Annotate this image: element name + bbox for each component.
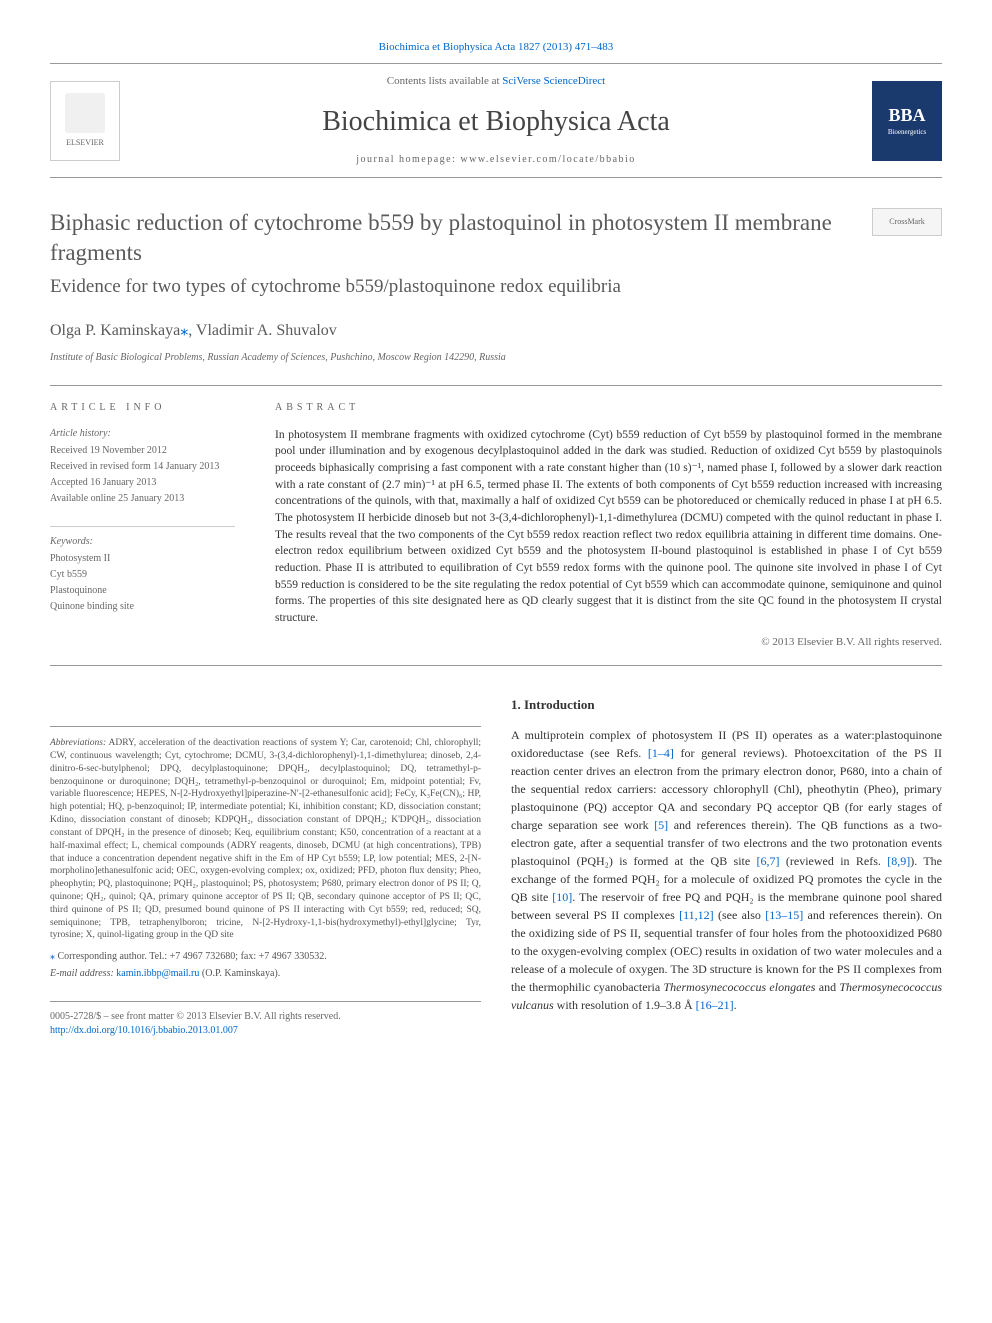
contents-line: Contents lists available at SciVerse Sci… [120,74,872,89]
revised-date: Received in revised form 14 January 2013 [50,460,235,474]
intro-paragraph-1: A multiprotein complex of photosystem II… [511,726,942,1014]
article-info-panel: ARTICLE INFO Article history: Received 1… [50,386,250,665]
homepage-line: journal homepage: www.elsevier.com/locat… [120,153,872,167]
keyword: Photosystem II [50,552,235,566]
ref-link[interactable]: [6,7] [757,854,780,868]
corresponding-author-note: ⁎ Corresponding author. Tel.: +7 4967 73… [50,950,481,964]
abstract-text: In photosystem II membrane fragments wit… [275,427,942,627]
ref-link[interactable]: [8,9] [887,854,910,868]
accepted-date: Accepted 16 January 2013 [50,476,235,490]
bba-logo: BBA Bioenergetics [872,81,942,161]
keyword: Cyt b559 [50,568,235,582]
crossmark-badge[interactable]: CrossMark [872,208,942,236]
received-date: Received 19 November 2012 [50,444,235,458]
intro-heading: 1. Introduction [511,696,942,714]
article-subtitle: Evidence for two types of cytochrome b55… [50,274,942,301]
keyword: Plastoquinone [50,584,235,598]
journal-header: ELSEVIER Contents lists available at Sci… [50,63,942,178]
ref-link[interactable]: [5] [654,818,668,832]
article-info-heading: ARTICLE INFO [50,401,235,415]
ref-link[interactable]: [13–15] [765,908,803,922]
corresponding-email-line: E-mail address: kamin.ibbp@mail.ru (O.P.… [50,967,481,981]
authors-line: Olga P. Kaminskaya⁎, Vladimir A. Shuvalo… [50,320,942,342]
keywords-label: Keywords: [50,526,235,549]
ref-link[interactable]: [16–21] [696,998,734,1012]
abstract-panel: ABSTRACT In photosystem II membrane frag… [250,386,942,665]
abstract-heading: ABSTRACT [275,401,942,415]
abbreviations-label: Abbreviations: [50,738,106,748]
email-link[interactable]: kamin.ibbp@mail.ru [116,968,199,979]
affiliation: Institute of Basic Biological Problems, … [50,351,942,365]
elsevier-label: ELSEVIER [66,137,104,148]
footer-copyright: 0005-2728/$ – see front matter © 2013 El… [50,1001,481,1038]
top-citation: Biochimica et Biophysica Acta 1827 (2013… [50,40,942,55]
sciverse-link[interactable]: SciVerse ScienceDirect [502,75,605,87]
corresponding-marker: ⁎ [180,322,188,339]
elsevier-logo: ELSEVIER [50,81,120,161]
ref-link[interactable]: [11,12] [679,908,714,922]
ref-link[interactable]: [10] [552,890,572,904]
right-column: 1. Introduction A multiprotein complex o… [511,696,942,1038]
keyword: Quinone binding site [50,600,235,614]
ref-link[interactable]: [1–4] [648,746,674,760]
online-date: Available online 25 January 2013 [50,492,235,506]
article-title: Biphasic reduction of cytochrome b559 by… [50,208,872,268]
journal-name: Biochimica et Biophysica Acta [120,102,872,141]
history-label: Article history: [50,427,235,441]
doi-link[interactable]: http://dx.doi.org/10.1016/j.bbabio.2013.… [50,1025,238,1036]
abstract-copyright: © 2013 Elsevier B.V. All rights reserved… [275,635,942,650]
left-column: Abbreviations: ADRY, acceleration of the… [50,696,481,1038]
abbreviations-block: Abbreviations: ADRY, acceleration of the… [50,726,481,942]
